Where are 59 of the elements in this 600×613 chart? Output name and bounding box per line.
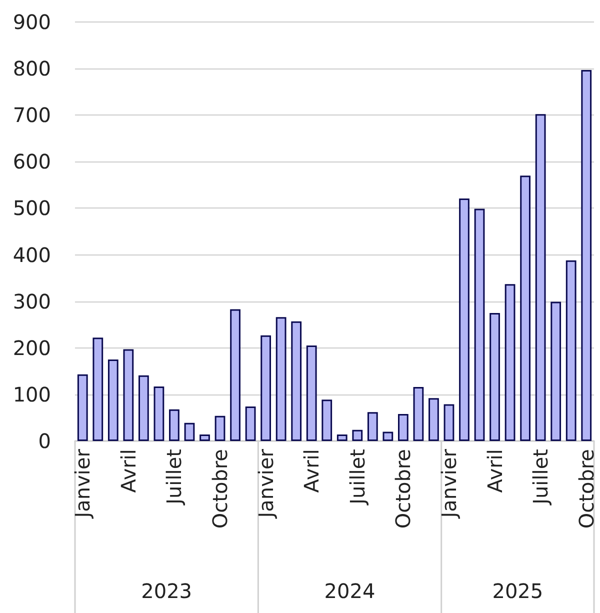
y-tick-label: 500 [12,196,51,220]
bar [245,406,256,441]
bar [108,360,118,441]
y-tick-label: 600 [12,150,51,174]
x-tick-label: Octobre [391,449,416,529]
y-tick-label: 100 [12,382,51,406]
bar [535,114,546,441]
bar [322,400,332,441]
bar [77,374,88,441]
bar [230,309,240,441]
bar [550,302,562,441]
bar [169,409,180,441]
bar [138,375,149,441]
bar [428,398,439,441]
bar [336,434,348,441]
x-tick-label: Janvier [254,448,278,520]
y-tick-label: 200 [12,336,51,360]
bar [474,208,485,441]
bar [504,284,516,441]
x-tick-label: Janvier [436,448,461,520]
y-tick-label: 800 [12,56,51,81]
bar [367,412,378,441]
bar [154,386,164,441]
bar [291,321,302,441]
bar [398,414,408,441]
bar [566,260,576,441]
text: 2023 [141,579,192,603]
bar [490,312,500,441]
x-tick-label: Juillet [162,448,186,506]
bar [214,416,226,441]
y-tick-label: 0 [38,429,51,453]
x-tick-label: Avril [116,449,140,493]
bar [184,422,195,441]
bar [352,430,363,441]
bar [413,386,424,441]
x-tick-label: Octobre [208,449,232,529]
text: 2024 [324,579,376,603]
x-tick-label: Janvier [70,448,95,520]
bar [444,404,454,441]
x-tick-label: Avril [300,449,324,493]
bar [276,317,286,441]
x-tick-label: Juillet [345,448,370,506]
bar [200,434,210,441]
y-tick-label: 900 [12,10,51,34]
y-tick-label: 300 [12,289,51,314]
bar [581,70,592,441]
bar [306,346,317,441]
bar [520,176,530,441]
bar [459,198,470,441]
bar [382,432,394,441]
y-tick-label: 700 [12,103,51,128]
x-tick-label: Avril [482,449,507,493]
bar [92,338,104,441]
text: 2025 [492,579,544,603]
bar [123,349,134,441]
y-tick-label: 400 [12,242,51,267]
x-tick-label: Juillet [528,448,553,506]
bar [260,335,271,441]
x-tick-label: Octobre [574,449,598,529]
